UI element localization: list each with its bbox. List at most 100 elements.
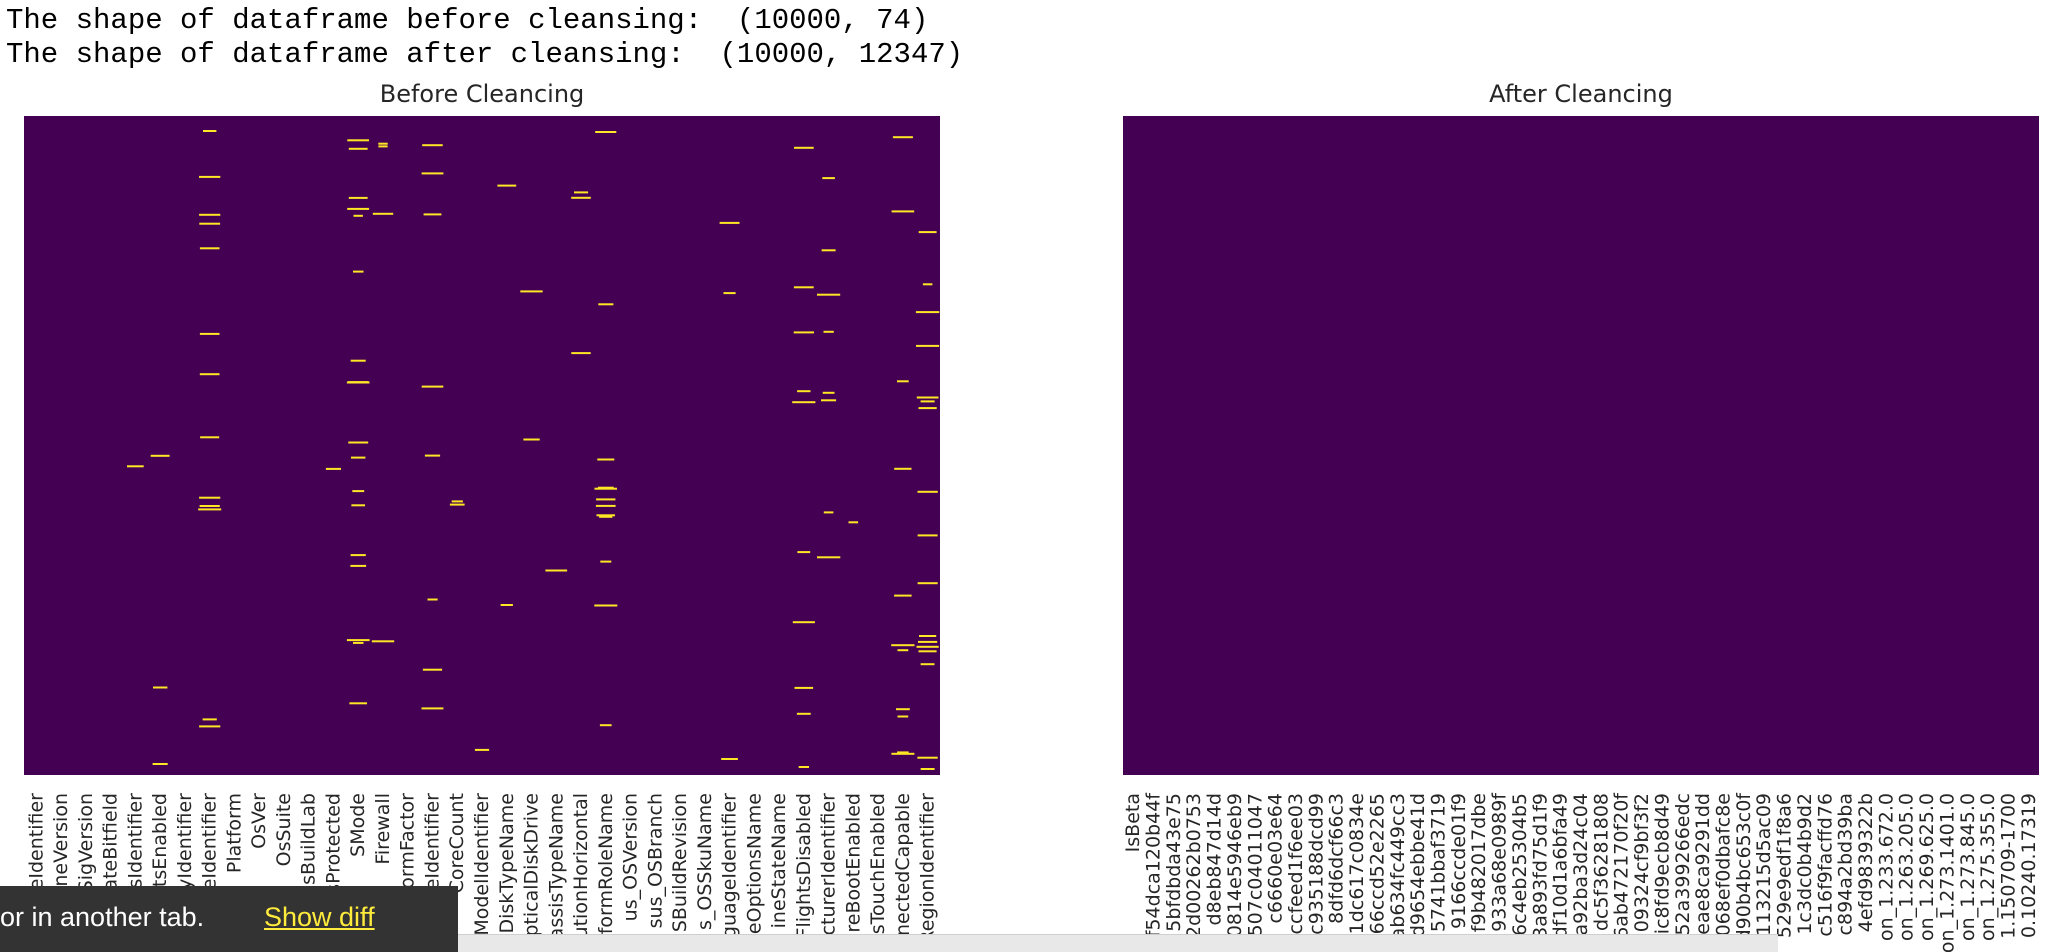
missing-value-mark (797, 551, 811, 554)
x-tick-label: sIdentifier (124, 793, 146, 889)
missing-value-mark (916, 645, 939, 648)
x-tick-label: Firewall (372, 793, 394, 865)
missing-value-mark (595, 504, 616, 507)
x-tick-label: c894a2bd39ba (1835, 793, 1857, 935)
missing-value-mark (199, 247, 220, 250)
x-tick-label: f9b482017dbe (1468, 793, 1490, 932)
missing-value-mark (920, 768, 935, 770)
x-tick-label: assisTypeName (545, 793, 567, 939)
missing-value-mark (423, 213, 442, 216)
x-tick-label: 09324cf9bf3f2 (1631, 793, 1653, 932)
missing-value-mark (597, 486, 614, 489)
x-tick-label: 1c3dc0b4b9d2 (1794, 793, 1816, 935)
missing-value-mark (346, 639, 370, 642)
missing-value-mark (347, 139, 369, 142)
missing-value-mark (421, 385, 444, 388)
missing-value-mark (794, 686, 814, 689)
missing-value-mark (891, 210, 915, 213)
x-tick-label: cturerIdentifier (818, 793, 840, 936)
missing-value-mark (545, 569, 568, 572)
x-tick-label: 9166ccde01f9 (1448, 793, 1470, 929)
missing-value-mark (796, 712, 811, 715)
missing-value-mark (199, 175, 221, 178)
missing-value-mark (821, 249, 836, 252)
missing-value-mark (922, 283, 933, 286)
missing-value-mark (349, 702, 367, 705)
x-tick-label: on_1.233.672.0 (1875, 793, 1897, 941)
x-tick-label: 6ab472170f20f (1611, 792, 1633, 939)
missing-value-mark (916, 396, 939, 399)
missing-value-mark (920, 663, 935, 666)
notification-bar: or in another tab. Show diff (0, 886, 458, 952)
missing-value-mark (719, 221, 740, 224)
missing-value-mark (199, 332, 220, 335)
missing-value-mark (918, 407, 937, 410)
missing-value-mark (817, 556, 841, 559)
missing-value-mark (500, 604, 513, 606)
x-tick-label: eOptionsName (743, 793, 765, 934)
missing-value-mark (200, 436, 220, 439)
missing-value-mark (598, 303, 614, 306)
missing-value-mark (371, 640, 395, 643)
x-tick-label: on_1.273.845.0 (1957, 793, 1979, 941)
missing-value-mark (372, 212, 394, 215)
missing-value-mark (152, 763, 168, 765)
missing-value-mark (348, 196, 368, 199)
x-tick-label: d90b4bc653c0f (1733, 792, 1755, 942)
missing-value-mark (421, 707, 444, 710)
x-tick-label: 3a893fd75d1f9 (1529, 793, 1551, 939)
missing-value-mark (474, 748, 490, 751)
horizontal-scrollbar[interactable] (458, 934, 1778, 952)
missing-value-mark (894, 467, 912, 470)
missing-value-mark (891, 644, 915, 647)
x-tick-label: 068ef0dbafc8e (1713, 793, 1735, 936)
x-tick-label: df10d1a6bfa49 (1550, 793, 1572, 938)
missing-value-mark (325, 467, 341, 470)
missing-value-mark (794, 146, 814, 149)
x-tick-label: ab634fc449cc3 (1387, 793, 1409, 939)
x-tick-label: OsBuildLab (298, 793, 320, 900)
missing-value-mark (353, 214, 363, 217)
x-tick-label: 529e9edf1f8a6 (1774, 793, 1796, 938)
missing-value-mark (497, 184, 517, 187)
missing-value-mark (897, 715, 909, 718)
x-tick-label: eIdentifier (25, 793, 47, 890)
x-tick-label: CoreCount (446, 793, 468, 893)
missing-value-mark (424, 454, 441, 457)
missing-value-mark (797, 390, 811, 393)
missing-value-mark (896, 708, 910, 711)
x-tick-label: IsBeta (1122, 793, 1144, 852)
x-tick-label: s_OSSkuName (694, 793, 716, 930)
x-tick-label: reBootEnabled (842, 793, 864, 933)
x-tick-label: 1.150709-1700 (1998, 793, 2020, 939)
missing-value-mark (918, 650, 937, 653)
missing-value-mark (920, 400, 935, 403)
x-tick-label: Platform (223, 793, 245, 873)
missing-value-mark (347, 381, 369, 384)
missing-value-mark (915, 311, 940, 314)
missing-value-mark (422, 668, 443, 671)
missing-value-mark (897, 649, 909, 652)
missing-value-mark (918, 231, 937, 234)
missing-value-mark (202, 718, 217, 721)
missing-value-mark (198, 508, 222, 511)
x-tick-label: lyIdentifier (174, 793, 196, 895)
missing-value-mark (793, 331, 814, 334)
missing-value-mark (798, 766, 809, 768)
x-tick-label: us_OSVersion (620, 793, 642, 921)
missing-value-mark (821, 399, 837, 402)
x-tick-label: 0.10240.17319 (2018, 793, 2040, 938)
missing-value-mark (378, 145, 388, 148)
heatmap-after-x-ticks: IsBetaf54dca120b44f5bfdbda43e752d00262b0… (1122, 792, 2040, 952)
x-tick-label: utionHorizontal (570, 793, 592, 938)
show-diff-link[interactable]: Show diff (264, 902, 375, 932)
missing-value-mark (723, 292, 736, 295)
missing-value-mark (421, 172, 444, 175)
x-tick-label: pticalDiskDrive (521, 793, 543, 937)
x-tick-label: guageIdentifier (719, 793, 741, 938)
x-tick-label: 113215d5ac09 (1753, 793, 1775, 936)
missing-value-mark (599, 724, 612, 727)
x-tick-label: f54dca120b44f (1143, 792, 1165, 938)
x-tick-label: on_1.275.355.0 (1977, 793, 1999, 941)
